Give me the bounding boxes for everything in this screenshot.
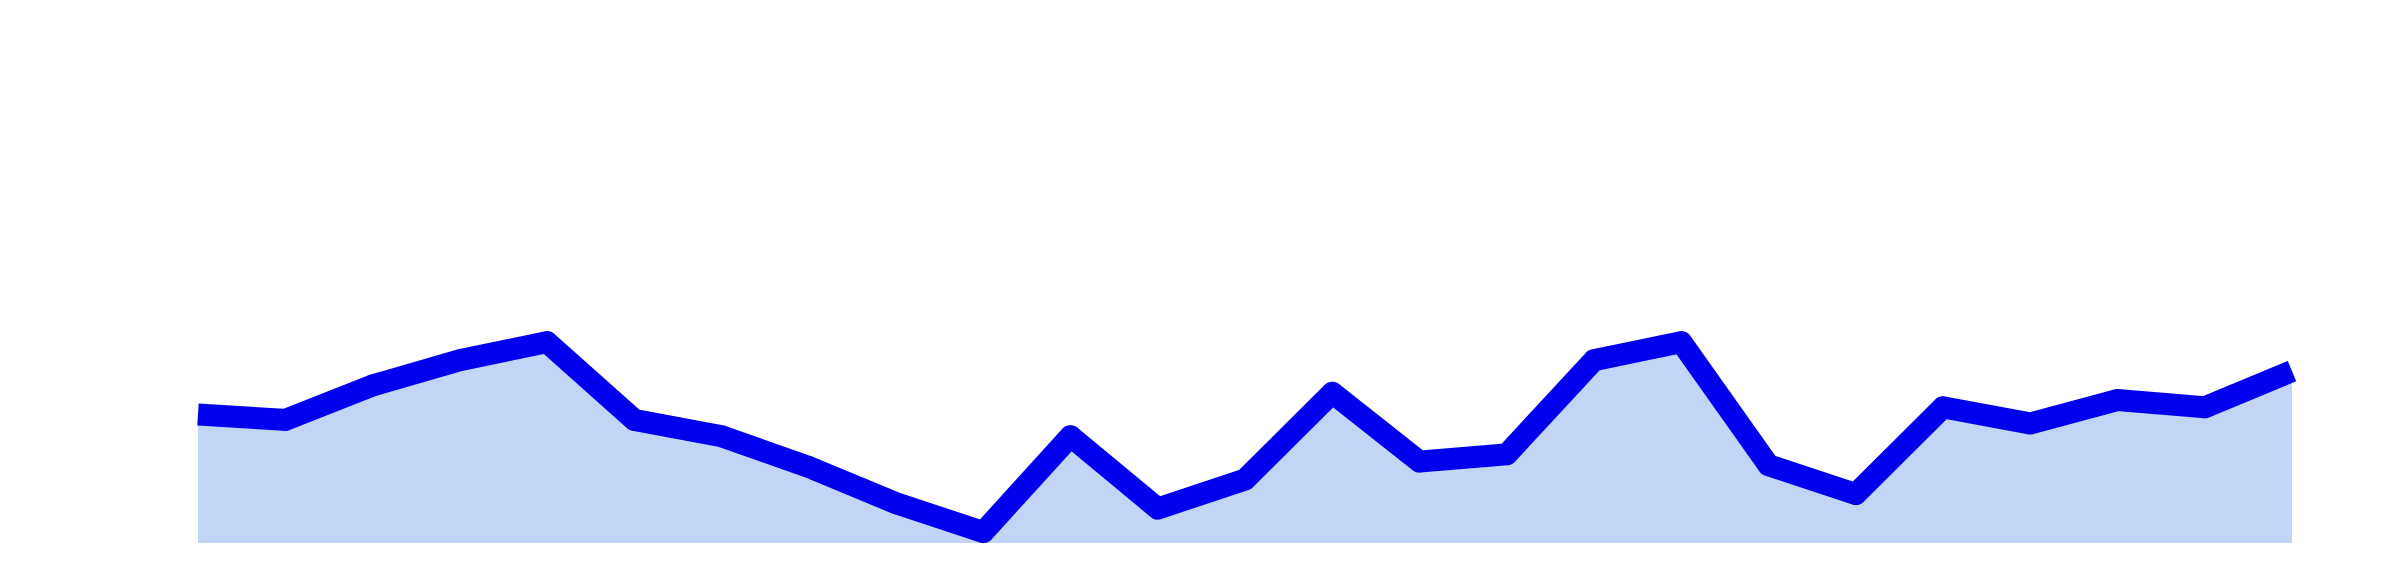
- data-point-2: [361, 374, 384, 397]
- data-point-13: [1321, 381, 1344, 404]
- data-point-15: [1495, 443, 1518, 466]
- data-point-12: [1234, 468, 1256, 491]
- data-point-6: [710, 425, 733, 448]
- data-point-3: [448, 349, 471, 372]
- data-point-17: [1670, 331, 1693, 354]
- data-point-23: [2193, 396, 2216, 419]
- data-point-7: [797, 456, 820, 478]
- data-point-22: [2106, 389, 2129, 411]
- data-point-20: [1932, 396, 1954, 419]
- series-area-fill: [198, 342, 2292, 543]
- data-points: [274, 331, 2216, 544]
- data-point-21: [2019, 412, 2042, 435]
- data-point-14: [1408, 450, 1431, 473]
- data-point-18: [1757, 454, 1780, 477]
- data-point-16: [1583, 349, 1605, 372]
- plot-area: [197, 331, 2297, 544]
- data-point-4: [536, 331, 558, 354]
- data-point-19: [1844, 483, 1867, 506]
- data-point-1: [274, 408, 297, 431]
- data-point-8: [885, 492, 907, 515]
- data-point-5: [623, 408, 646, 431]
- data-point-10: [1059, 425, 1082, 448]
- data-point-9: [972, 521, 995, 544]
- data-point-11: [1146, 497, 1169, 520]
